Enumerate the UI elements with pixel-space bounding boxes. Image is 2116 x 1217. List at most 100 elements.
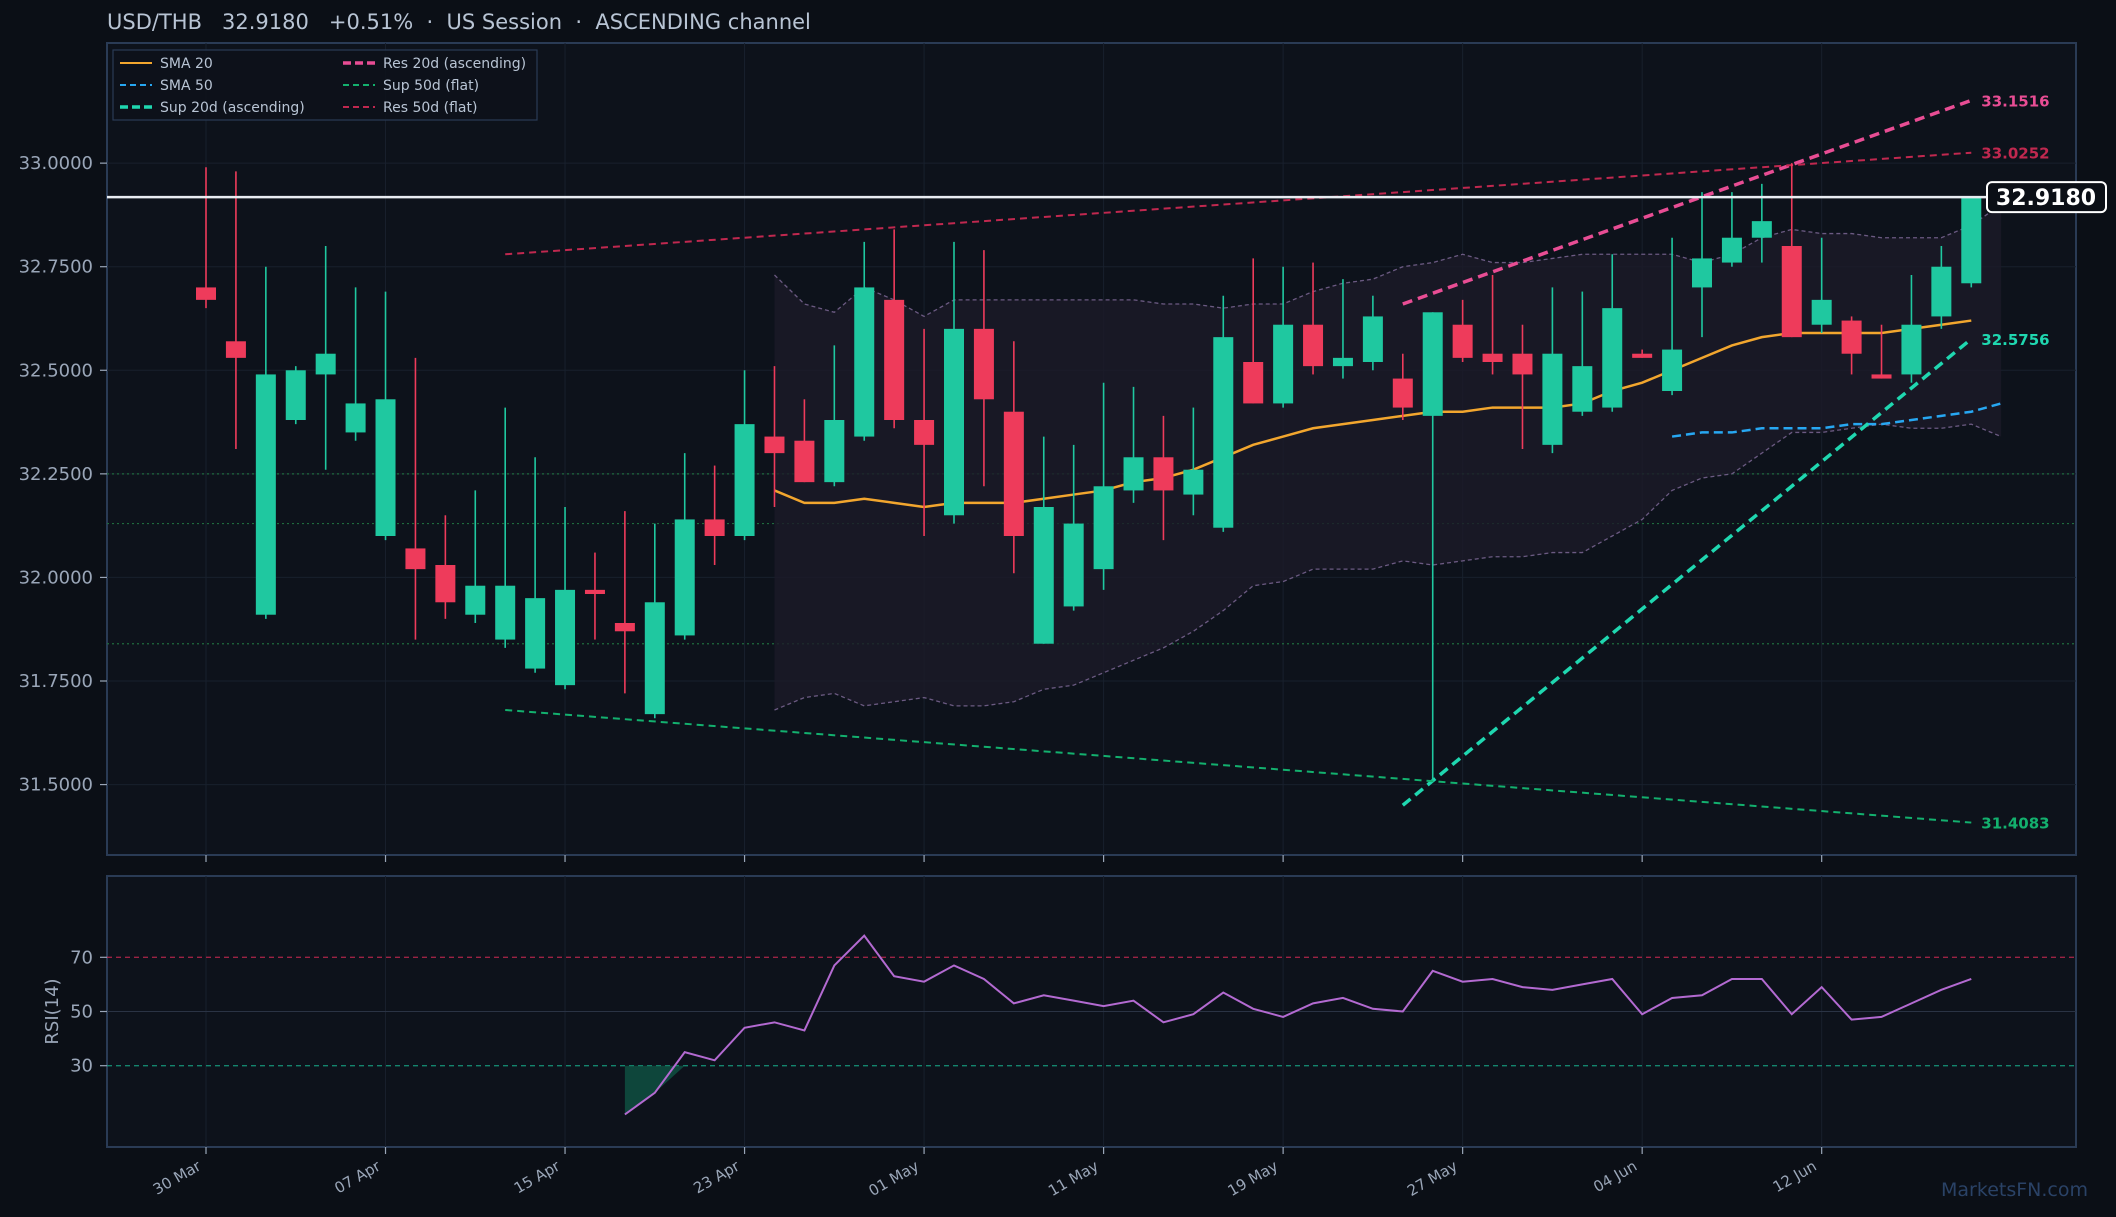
candle <box>1602 254 1623 412</box>
candle-body <box>1751 221 1772 238</box>
candle-body <box>1063 523 1084 607</box>
y-axis: 33.0000 32.7500 32.5000 32.2500 32.0000 31.75… <box>19 153 107 796</box>
candle <box>1961 196 1982 288</box>
candle-body <box>465 585 486 615</box>
legend-label: SMA 20 <box>160 56 213 72</box>
candle <box>405 357 426 640</box>
candle-body <box>614 623 635 632</box>
x-tick-label: 23 Apr <box>690 1156 743 1197</box>
candle-body <box>1422 312 1443 416</box>
candle <box>1841 316 1862 375</box>
candle <box>435 515 456 619</box>
candle-body <box>704 519 725 536</box>
candle <box>794 399 815 483</box>
candle <box>1153 415 1174 541</box>
candle <box>614 511 635 694</box>
bollinger-upper <box>774 204 2002 318</box>
candle-body <box>1003 411 1024 536</box>
candle <box>1243 258 1264 404</box>
candle-body <box>1841 320 1862 354</box>
y-tick-label: 32.0000 <box>19 567 93 588</box>
candle <box>914 328 935 536</box>
candle <box>255 266 276 619</box>
candle-body <box>1602 308 1623 408</box>
candle-body <box>944 328 964 516</box>
candle <box>1003 341 1024 574</box>
candle-body <box>196 287 216 300</box>
candle <box>1931 246 1952 329</box>
candle <box>1332 279 1353 379</box>
candle <box>1452 299 1473 362</box>
candle <box>1542 287 1563 454</box>
candle <box>1871 324 1892 379</box>
candle <box>1063 444 1084 611</box>
candle <box>824 345 845 487</box>
candle-body <box>375 399 396 536</box>
candle-body <box>644 602 665 715</box>
last-price-label: 32.9180 <box>1996 186 2096 211</box>
watermark: MarketsFN.com <box>1941 1179 2088 1201</box>
candle-body <box>674 519 695 636</box>
x-tick-label: 11 May <box>1045 1157 1102 1200</box>
horizontal-levels <box>107 473 2076 645</box>
moving-averages <box>774 319 2002 509</box>
candle <box>1123 386 1144 503</box>
candle <box>315 246 336 470</box>
legend: SMA 20 SMA 50 Sup 20d (ascending) Res 20d (… <box>112 49 538 121</box>
chart-title: USD/THB 32.9180 +0.51% · US Session · AS… <box>107 10 811 34</box>
trendline <box>505 151 1972 256</box>
candle-body <box>255 374 276 615</box>
candle <box>1572 291 1593 416</box>
candle-body <box>495 585 516 640</box>
legend-label: Sup 20d (ascending) <box>160 100 305 116</box>
legend-label: SMA 50 <box>160 78 213 94</box>
candle-body <box>1961 196 1982 284</box>
candle <box>225 171 246 449</box>
candle-body <box>1811 299 1832 325</box>
candle-body <box>435 565 456 603</box>
candle-body <box>1183 469 1204 495</box>
candle <box>1512 324 1533 449</box>
trendline <box>1402 98 1972 306</box>
candles <box>196 163 1982 781</box>
candle <box>973 250 994 487</box>
candle-body <box>1692 258 1712 288</box>
level-label: 32.5756 <box>1981 331 2049 349</box>
candle-body <box>734 424 755 536</box>
y-tick-label: 31.5000 <box>19 775 93 796</box>
candle-body <box>824 420 845 483</box>
grid <box>107 43 2076 1147</box>
candle <box>854 241 875 441</box>
candle-body <box>1273 324 1294 404</box>
candle-body <box>914 420 935 445</box>
legend-label: Res 20d (ascending) <box>383 56 526 72</box>
candle-body <box>1512 353 1533 375</box>
y-tick-label: 32.5000 <box>19 360 93 381</box>
candle-body <box>1901 324 1922 375</box>
candle-body <box>1871 374 1892 379</box>
candle-body <box>225 341 246 358</box>
x-tick-label: 19 May <box>1225 1157 1282 1200</box>
rsi-line <box>624 934 1972 1116</box>
candle <box>644 523 665 719</box>
candle <box>555 507 576 690</box>
candle-body <box>1931 266 1952 317</box>
rsi-axis-label: RSI(14) <box>42 978 63 1044</box>
candle <box>704 465 725 565</box>
candle-body <box>973 328 994 400</box>
candle <box>1033 436 1054 644</box>
candle <box>465 490 486 623</box>
rsi-tick-label: 30 <box>70 1056 93 1077</box>
candle <box>285 366 306 425</box>
candle-body <box>1572 366 1593 412</box>
candle <box>1811 237 1832 333</box>
candle-body <box>1632 353 1653 358</box>
candle-body <box>854 287 875 437</box>
candle-body <box>764 436 785 454</box>
legend-label: Sup 50d (flat) <box>383 78 479 94</box>
candle <box>345 287 366 441</box>
candle <box>1392 353 1413 420</box>
level-label: 33.1516 <box>1981 92 2049 110</box>
candle-body <box>794 440 815 483</box>
